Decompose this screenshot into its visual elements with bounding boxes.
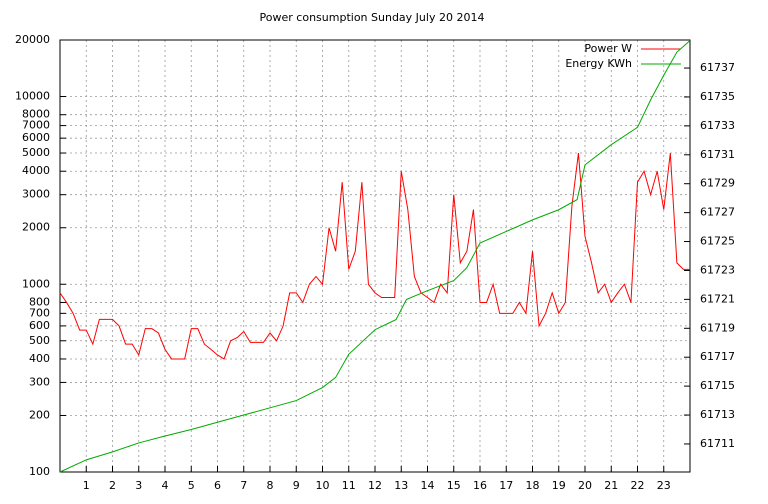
y-tick-label: 1000 (22, 277, 50, 290)
x-tick-label: 11 (342, 479, 356, 492)
x-tick-label: 6 (214, 479, 221, 492)
series-line (59, 40, 691, 473)
x-tick-label: 18 (526, 479, 540, 492)
x-tick-label: 23 (657, 479, 671, 492)
x-tick-label: 14 (421, 479, 435, 492)
y2-tick-label: 61729 (700, 177, 735, 190)
y-tick-label: 3000 (22, 188, 50, 201)
y2-tick-label: 61717 (700, 350, 735, 363)
x-tick-label: 5 (188, 479, 195, 492)
x-tick-label: 16 (473, 479, 487, 492)
y-tick-label: 500 (29, 334, 50, 347)
y-tick-label: 2000 (22, 221, 50, 234)
x-tick-label: 13 (394, 479, 408, 492)
y-tick-label: 5000 (22, 146, 50, 159)
y-tick-label: 800 (29, 295, 50, 308)
legend-label: Energy KWh (565, 57, 632, 70)
y-tick-label: 400 (29, 352, 50, 365)
plot-border (59, 39, 691, 473)
y2-tick-label: 61733 (700, 119, 735, 132)
legend-label: Power W (584, 42, 632, 55)
x-tick-label: 10 (316, 479, 330, 492)
y-tick-label: 600 (29, 319, 50, 332)
x-tick-label: 12 (368, 479, 382, 492)
x-tick-label: 17 (499, 479, 513, 492)
y-tick-label: 200 (29, 408, 50, 421)
x-tick-label: 2 (109, 479, 116, 492)
y2-tick-label: 61719 (700, 321, 735, 334)
y2-tick-label: 61737 (700, 61, 735, 74)
x-tick-label: 3 (135, 479, 142, 492)
y-tick-label: 300 (29, 375, 50, 388)
x-tick-label: 22 (631, 479, 645, 492)
x-tick-label: 8 (267, 479, 274, 492)
x-tick-label: 7 (240, 479, 247, 492)
y2-tick-label: 61723 (700, 263, 735, 276)
x-tick-label: 20 (578, 479, 592, 492)
series-line (59, 152, 690, 360)
y2-tick-label: 61715 (700, 379, 735, 392)
y-tick-label: 6000 (22, 131, 50, 144)
y-tick-label: 10000 (15, 90, 50, 103)
x-tick-label: 21 (604, 479, 618, 492)
x-tick-label: 9 (293, 479, 300, 492)
y2-tick-label: 61713 (700, 408, 735, 421)
x-tick-label: 4 (162, 479, 169, 492)
x-tick-label: 15 (447, 479, 461, 492)
y-tick-label: 100 (29, 465, 50, 478)
y-tick-label: 8000 (22, 108, 50, 121)
chart-title: Power consumption Sunday July 20 2014 (260, 11, 485, 24)
y2-tick-label: 61735 (700, 90, 735, 103)
y-tick-label: 700 (29, 306, 50, 319)
y-tick-label: 7000 (22, 119, 50, 132)
y2-tick-label: 61731 (700, 148, 735, 161)
y-tick-label: 4000 (22, 164, 50, 177)
x-tick-label: 19 (552, 479, 566, 492)
y2-tick-label: 61725 (700, 235, 735, 248)
y2-tick-label: 61721 (700, 292, 735, 305)
x-tick-label: 1 (83, 479, 90, 492)
y2-tick-label: 61711 (700, 437, 735, 450)
y-tick-label: 20000 (15, 33, 50, 46)
y2-tick-label: 61727 (700, 206, 735, 219)
